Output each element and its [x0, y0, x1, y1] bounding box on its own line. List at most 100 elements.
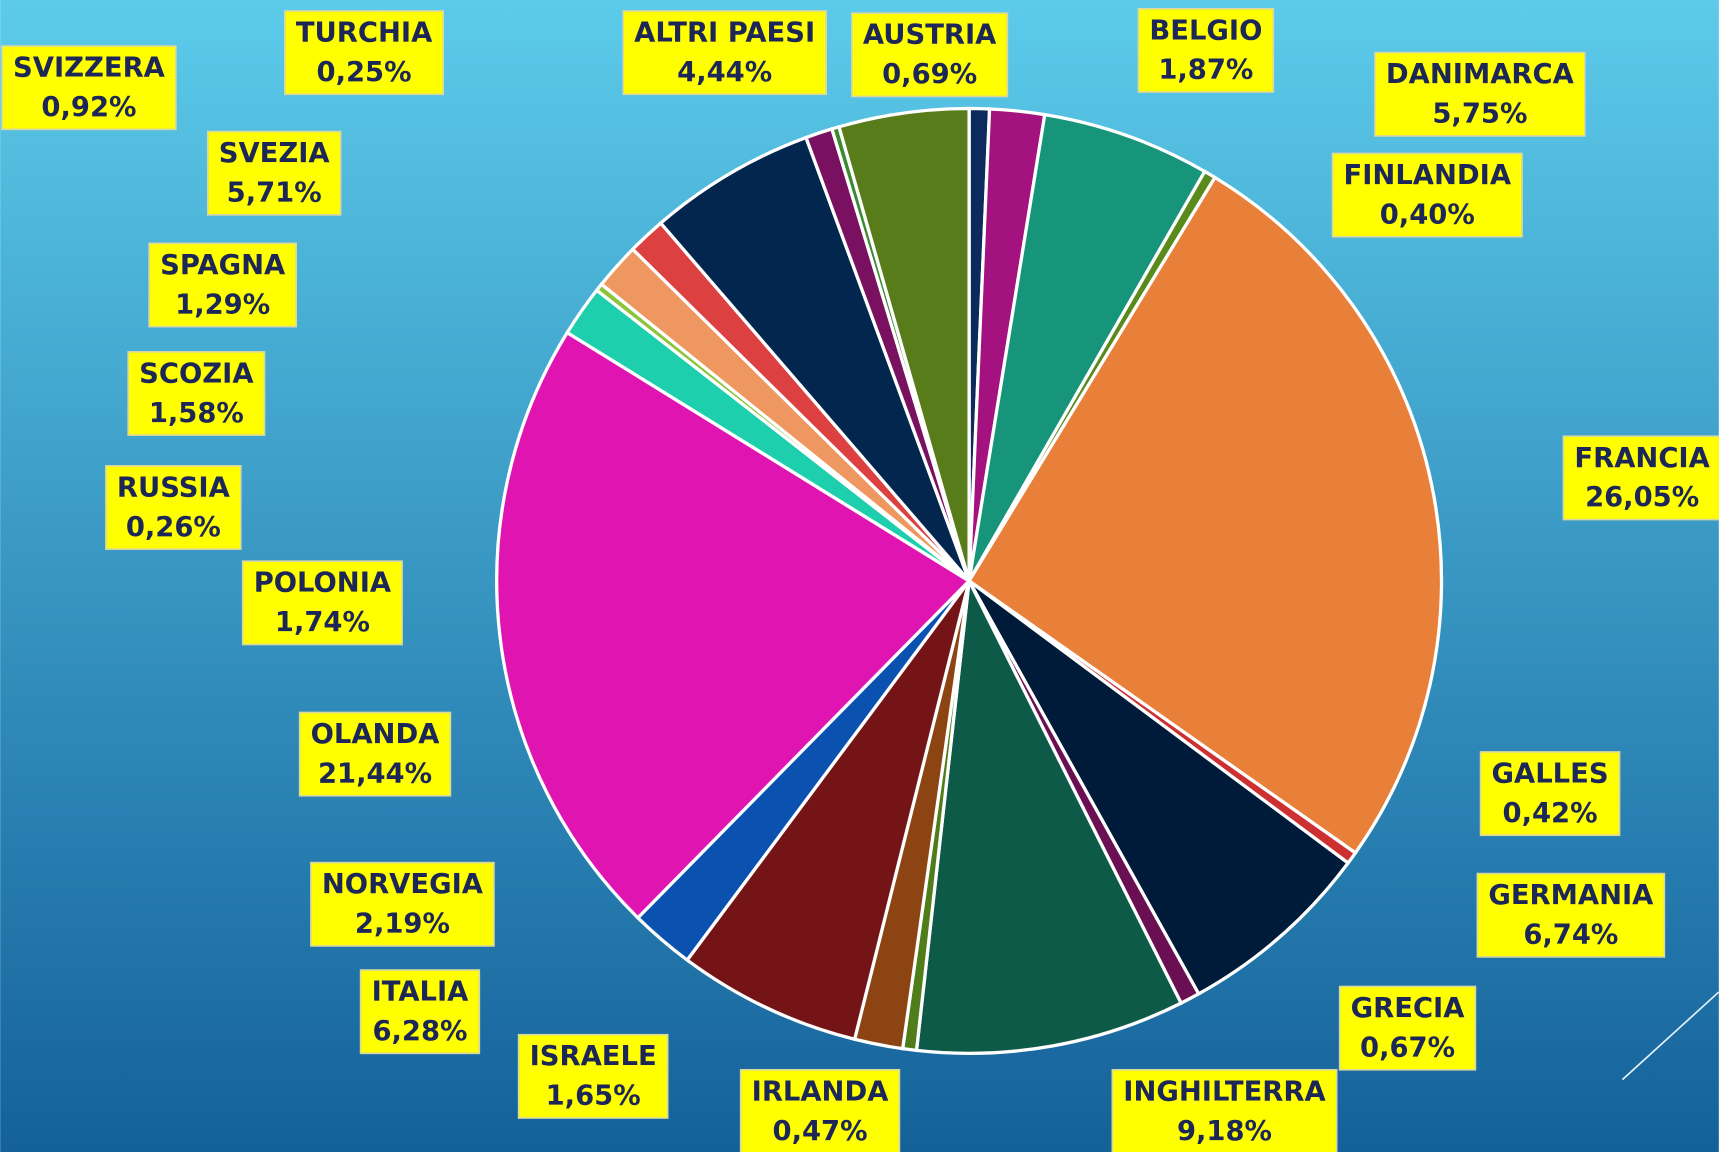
label-name: DANIMARCA — [1386, 59, 1575, 90]
labels: AUSTRIA 0,69% BELGIO 1,87% DANIMARCA 5,75% FIN… — [1, 7, 1719, 1152]
label-box — [105, 465, 242, 550]
data-label: SVEZIA 5,71% — [206, 130, 342, 216]
data-label: OLANDA 21,44% — [298, 711, 452, 797]
label-name: SCOZIA — [139, 358, 254, 389]
label-value: 9,18% — [1177, 1116, 1272, 1147]
data-label: ISRAELE 1,65% — [517, 1033, 669, 1119]
label-name: OLANDA — [311, 719, 441, 750]
label-box — [1562, 435, 1719, 521]
label-name: BELGIO — [1149, 15, 1262, 46]
label-box — [241, 560, 403, 646]
label-box — [1, 45, 177, 131]
data-label: NORVEGIA 2,19% — [310, 861, 495, 947]
label-box — [1479, 751, 1621, 837]
data-label: GRECIA 0,67% — [1338, 985, 1477, 1071]
label-value: 0,25% — [317, 57, 412, 88]
pie-slice — [967, 112, 1207, 582]
label-name: RUSSIA — [117, 472, 231, 503]
data-label: FINLANDIA 0,40% — [1331, 152, 1523, 238]
label-name: TURCHIA — [296, 17, 433, 48]
pie-slice — [684, 579, 971, 1042]
data-label: AUSTRIA 0,69% — [851, 12, 1009, 98]
label-value: 5,71% — [227, 178, 322, 209]
label-value: 0,92% — [41, 92, 136, 123]
label-box — [1338, 985, 1477, 1071]
label-box — [359, 969, 481, 1055]
label-name: INGHILTERRA — [1123, 1076, 1326, 1107]
label-box — [851, 12, 1009, 98]
data-label: SPAGNA 1,29% — [148, 242, 297, 328]
label-box — [206, 130, 342, 216]
label-name: ITALIA — [372, 977, 470, 1008]
data-label: GERMANIA 6,74% — [1476, 872, 1666, 958]
data-label: IRLANDA 0,47% — [739, 1068, 901, 1152]
pie-slice — [658, 135, 971, 583]
label-value: 0,26% — [126, 512, 221, 543]
label-value: 0,67% — [1360, 1032, 1455, 1063]
data-label: ITALIA 6,28% — [359, 969, 481, 1055]
pie-slice — [914, 575, 1184, 1055]
data-label: POLONIA 1,74% — [241, 560, 403, 646]
pie-slice — [836, 106, 971, 582]
label-name: ISRAELE — [530, 1041, 657, 1072]
label-value: 1,87% — [1158, 55, 1253, 86]
data-label: ALTRI PAESI 4,44% — [622, 10, 827, 96]
label-name: GALLES — [1492, 758, 1609, 789]
label-box — [1111, 1068, 1338, 1152]
pie-slice — [967, 579, 1351, 997]
label-value: 26,05% — [1585, 482, 1699, 513]
label-value: 1,29% — [175, 289, 270, 320]
label-value: 5,75% — [1432, 99, 1527, 130]
label-name: IRLANDA — [752, 1076, 890, 1107]
label-value: 4,44% — [677, 57, 772, 88]
label-box — [1137, 7, 1275, 93]
label-box — [517, 1033, 669, 1119]
label-value: 0,47% — [773, 1116, 868, 1147]
label-name: SVIZZERA — [13, 53, 166, 84]
label-box — [1374, 51, 1586, 137]
label-name: POLONIA — [254, 568, 392, 599]
data-label: SCOZIA 1,58% — [127, 351, 266, 436]
label-value: 2,19% — [355, 909, 450, 940]
label-box — [739, 1068, 901, 1152]
label-name: SVEZIA — [219, 138, 331, 169]
label-value: 0,42% — [1503, 798, 1598, 829]
label-value: 6,74% — [1523, 920, 1618, 951]
label-box — [298, 711, 452, 797]
label-name: FINLANDIA — [1344, 160, 1512, 191]
label-name: SPAGNA — [160, 250, 286, 281]
label-box — [622, 10, 827, 96]
data-label: TURCHIA 0,25% — [284, 10, 445, 96]
data-label: RUSSIA 0,26% — [105, 465, 242, 550]
label-value: 1,65% — [546, 1081, 641, 1112]
pie — [495, 106, 1444, 1055]
label-name: AUSTRIA — [863, 20, 997, 51]
label-box — [127, 351, 266, 436]
label-value: 21,44% — [318, 758, 432, 789]
label-name: ALTRI PAESI — [634, 17, 815, 48]
label-name: GERMANIA — [1488, 880, 1654, 911]
label-value: 6,28% — [372, 1016, 467, 1047]
label-value: 1,58% — [149, 398, 244, 429]
label-name: GRECIA — [1351, 993, 1466, 1024]
label-box — [310, 861, 495, 947]
pie-slice — [966, 175, 1444, 856]
data-label: BELGIO 1,87% — [1137, 7, 1275, 93]
decor-line — [1621, 991, 1719, 1081]
label-box — [1476, 872, 1666, 958]
label-value: 0,40% — [1380, 199, 1475, 230]
pie-slice — [495, 330, 972, 921]
data-label: FRANCIA 26,05% — [1562, 435, 1719, 521]
label-box — [148, 242, 297, 328]
data-label: GALLES 0,42% — [1479, 751, 1621, 837]
label-box — [1331, 152, 1523, 238]
data-label: INGHILTERRA 9,18% — [1111, 1068, 1338, 1152]
data-label: SVIZZERA 0,92% — [1, 45, 177, 131]
label-value: 1,74% — [275, 607, 370, 638]
label-box — [284, 10, 445, 96]
label-value: 0,69% — [882, 59, 977, 90]
label-name: FRANCIA — [1574, 443, 1710, 474]
data-label: DANIMARCA 5,75% — [1374, 51, 1586, 137]
label-name: NORVEGIA — [322, 869, 484, 900]
